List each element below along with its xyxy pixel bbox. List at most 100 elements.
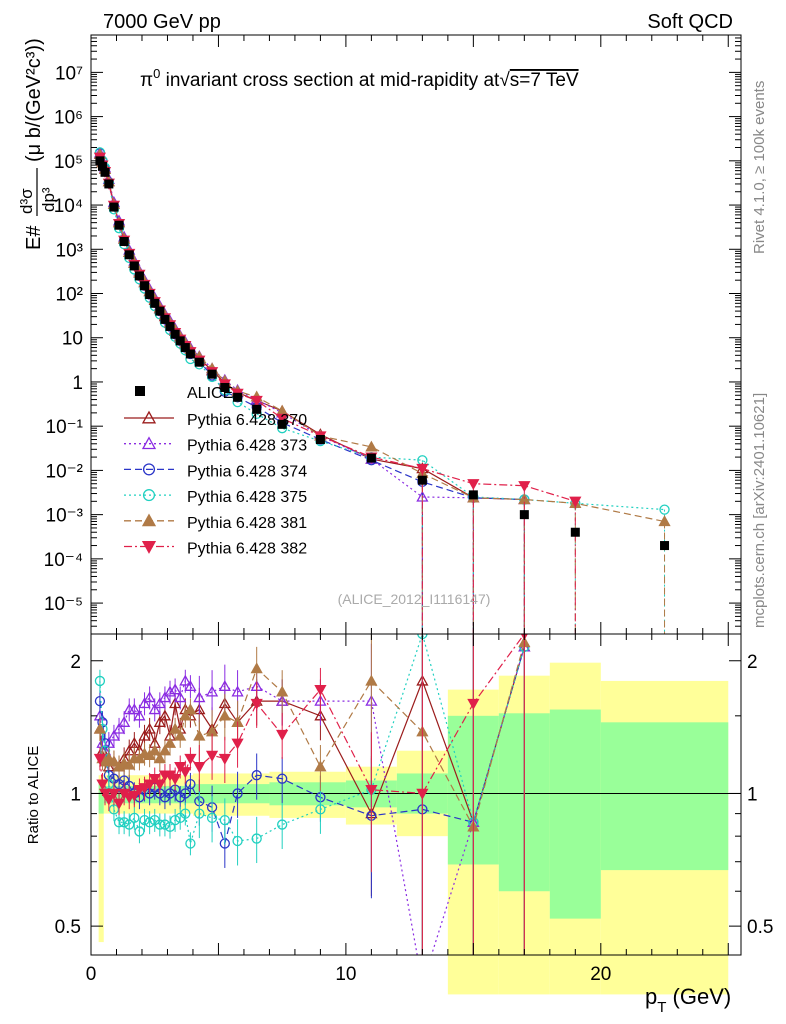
ratio-point bbox=[184, 753, 197, 765]
main-panel: 10⁻⁵ 10⁻⁴ 10⁻³ 10⁻² 10⁻¹ 1 10 10² 10³ 10⁴ 10⁵ 10⁶ 10… bbox=[17, 34, 742, 635]
ratio-point bbox=[107, 729, 121, 741]
ratio-point bbox=[102, 794, 115, 806]
series-pythia-6.428-382 bbox=[93, 152, 582, 634]
data-point bbox=[233, 392, 243, 402]
ratio-band-green bbox=[549, 709, 601, 919]
svg-text:(μ b/(GeV²c³)): (μ b/(GeV²c³)) bbox=[23, 38, 45, 162]
ratio-point bbox=[124, 819, 135, 830]
ratio-point bbox=[102, 736, 115, 748]
ratio-point bbox=[169, 814, 181, 826]
ratio-point bbox=[128, 790, 141, 802]
series-point bbox=[365, 440, 378, 452]
series-pythia-6.428-370 bbox=[93, 148, 531, 634]
data-point bbox=[277, 419, 287, 429]
legend-marker bbox=[142, 489, 156, 502]
ratio-point bbox=[218, 679, 231, 691]
data-point bbox=[660, 541, 670, 551]
watermark: (ALICE_2012_I1116147) bbox=[338, 591, 491, 607]
ratio-point bbox=[314, 760, 327, 772]
ratio-point bbox=[164, 821, 176, 832]
ratio-point bbox=[143, 691, 156, 703]
series-point bbox=[659, 504, 670, 515]
ratio-band-green bbox=[600, 722, 729, 871]
rivet-label: Rivet 4.1.0, ≥ 100k events bbox=[751, 81, 768, 254]
ratio-point bbox=[218, 753, 231, 765]
data-point bbox=[160, 314, 170, 324]
ratio-point bbox=[184, 679, 197, 691]
ratio-point bbox=[194, 808, 205, 819]
legend-label: Pythia 6.428 374 bbox=[187, 463, 307, 480]
ratio-point bbox=[205, 750, 219, 762]
ratio-point bbox=[113, 778, 125, 790]
legend-entry: Pythia 6.428 375 bbox=[124, 489, 307, 506]
ratio-point bbox=[206, 812, 218, 824]
mcplots-label: mcplots.cern.ch [arXiv:2401.10621] bbox=[751, 393, 768, 628]
ratio-point bbox=[94, 695, 106, 707]
ratio-point bbox=[193, 729, 206, 741]
data-point bbox=[114, 220, 124, 230]
main-y-tick-label: 10⁴ bbox=[54, 196, 83, 217]
data-point bbox=[570, 527, 580, 537]
ratio-point bbox=[128, 736, 141, 748]
ratio-point bbox=[148, 703, 161, 715]
data-point bbox=[468, 490, 478, 500]
ratio-band-green bbox=[98, 784, 104, 814]
ratio-point bbox=[94, 675, 106, 687]
ratio-point bbox=[112, 722, 126, 734]
ratio-point bbox=[365, 674, 378, 686]
data-point bbox=[165, 321, 175, 331]
main-y-tick-label: 10³ bbox=[56, 240, 83, 261]
ratio-point bbox=[158, 709, 172, 721]
series-pythia-6.428-375 bbox=[94, 147, 670, 634]
data-point bbox=[194, 357, 204, 367]
ratio-point bbox=[169, 697, 182, 709]
ratio-point bbox=[180, 808, 191, 819]
ratio-panel: 0.5 0.51 12 20 10 20 Ratio to ALICE pT (GeV) bbox=[25, 633, 773, 1016]
ratio-point bbox=[153, 752, 166, 764]
legend-label: ALICE bbox=[187, 385, 233, 402]
ratio-point bbox=[163, 736, 177, 748]
series-line bbox=[99, 152, 665, 511]
ratio-point bbox=[93, 722, 107, 734]
legend-marker bbox=[141, 541, 157, 554]
ratio-point bbox=[107, 788, 121, 800]
ratio-point bbox=[129, 812, 140, 824]
legend-label: Pythia 6.428 375 bbox=[187, 489, 307, 506]
legend: ALICE Pythia 6.428 370 Pythia 6.428 373 Pyt… bbox=[124, 385, 307, 558]
ratio-point bbox=[118, 715, 131, 727]
ratio-point bbox=[139, 814, 150, 826]
data-point bbox=[119, 236, 129, 246]
data-point bbox=[140, 281, 150, 291]
ratio-point bbox=[219, 814, 230, 826]
ratio-point bbox=[193, 691, 206, 703]
ratio-point bbox=[467, 698, 480, 710]
ratio-frame bbox=[90, 633, 742, 956]
ratio-point bbox=[138, 697, 151, 709]
main-y-tick-label: 10⁻⁴ bbox=[44, 550, 83, 571]
legend-entry: Pythia 6.428 374 bbox=[124, 463, 307, 480]
ratio-point bbox=[154, 819, 165, 830]
series-point bbox=[276, 413, 289, 425]
data-point bbox=[155, 306, 165, 316]
ratio-point bbox=[169, 722, 182, 734]
data-point bbox=[134, 271, 144, 281]
legend-marker bbox=[135, 386, 145, 396]
svg-text:dp³: dp³ bbox=[39, 187, 58, 212]
legend-entry: Pythia 6.428 382 bbox=[124, 541, 307, 558]
main-y-tick-label: 1 bbox=[72, 373, 83, 394]
data-point bbox=[220, 382, 230, 392]
ratio-point bbox=[174, 691, 187, 703]
ratio-point bbox=[93, 753, 107, 765]
ratio-point bbox=[112, 798, 126, 810]
ratio-point bbox=[174, 729, 187, 741]
main-y-tick-label: 10⁻¹ bbox=[46, 417, 84, 438]
ratio-point bbox=[123, 758, 136, 770]
ratio-point bbox=[218, 709, 231, 721]
ratio-point bbox=[158, 744, 172, 756]
svg-text:E#: E# bbox=[23, 225, 45, 250]
ratio-point bbox=[205, 685, 219, 697]
ratio-point bbox=[180, 788, 191, 799]
ratio-point bbox=[128, 703, 141, 715]
legend-entry-alice: ALICE bbox=[135, 385, 233, 402]
